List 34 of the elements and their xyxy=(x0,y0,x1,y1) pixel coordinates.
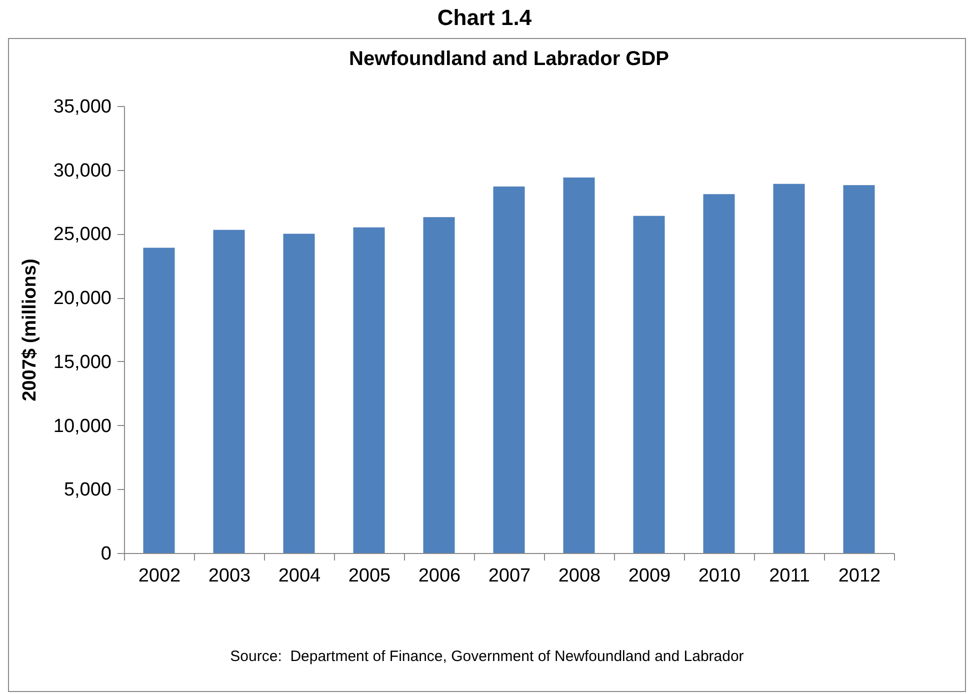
y-tick-label: 35,000 xyxy=(53,96,112,118)
x-tick-label: 2012 xyxy=(838,566,881,586)
y-tick-label: 0 xyxy=(100,544,112,564)
x-tick-label: 2005 xyxy=(348,566,391,586)
x-tick-label: 2004 xyxy=(278,566,322,586)
y-tick-label: 30,000 xyxy=(53,160,112,182)
chart-subtitle: Newfoundland and Labrador GDP xyxy=(348,48,670,70)
x-tick-label: 2003 xyxy=(208,566,251,586)
bar xyxy=(283,234,315,553)
y-axis-title: 2007$ (millions) xyxy=(19,258,40,402)
y-tick-label: 25,000 xyxy=(53,224,112,246)
bar xyxy=(633,216,665,553)
bar xyxy=(353,227,385,553)
source-note: Source: Department of Finance, Government of Newfoundland and Labrador xyxy=(229,648,745,665)
x-tick-label: 2007 xyxy=(488,566,531,586)
bar xyxy=(703,194,735,553)
x-tick-label: 2009 xyxy=(628,566,671,586)
bar xyxy=(213,230,245,553)
bar xyxy=(563,178,595,553)
x-tick-label: 2008 xyxy=(558,566,601,586)
x-tick-label: 2006 xyxy=(418,566,461,586)
bar xyxy=(843,185,875,553)
x-tick-label: 2010 xyxy=(698,566,741,586)
y-tick-label: 10,000 xyxy=(53,416,112,437)
bar xyxy=(143,248,175,553)
bar xyxy=(773,184,805,553)
bar xyxy=(493,186,525,553)
x-tick-label: 2011 xyxy=(769,566,810,586)
y-tick-label: 5,000 xyxy=(64,480,112,501)
y-tick-label: 20,000 xyxy=(53,288,112,310)
bar xyxy=(423,217,455,553)
x-tick-label: 2002 xyxy=(138,566,181,586)
chart-title: Chart 1.4 xyxy=(436,4,533,32)
y-tick-label: 15,000 xyxy=(53,352,112,373)
